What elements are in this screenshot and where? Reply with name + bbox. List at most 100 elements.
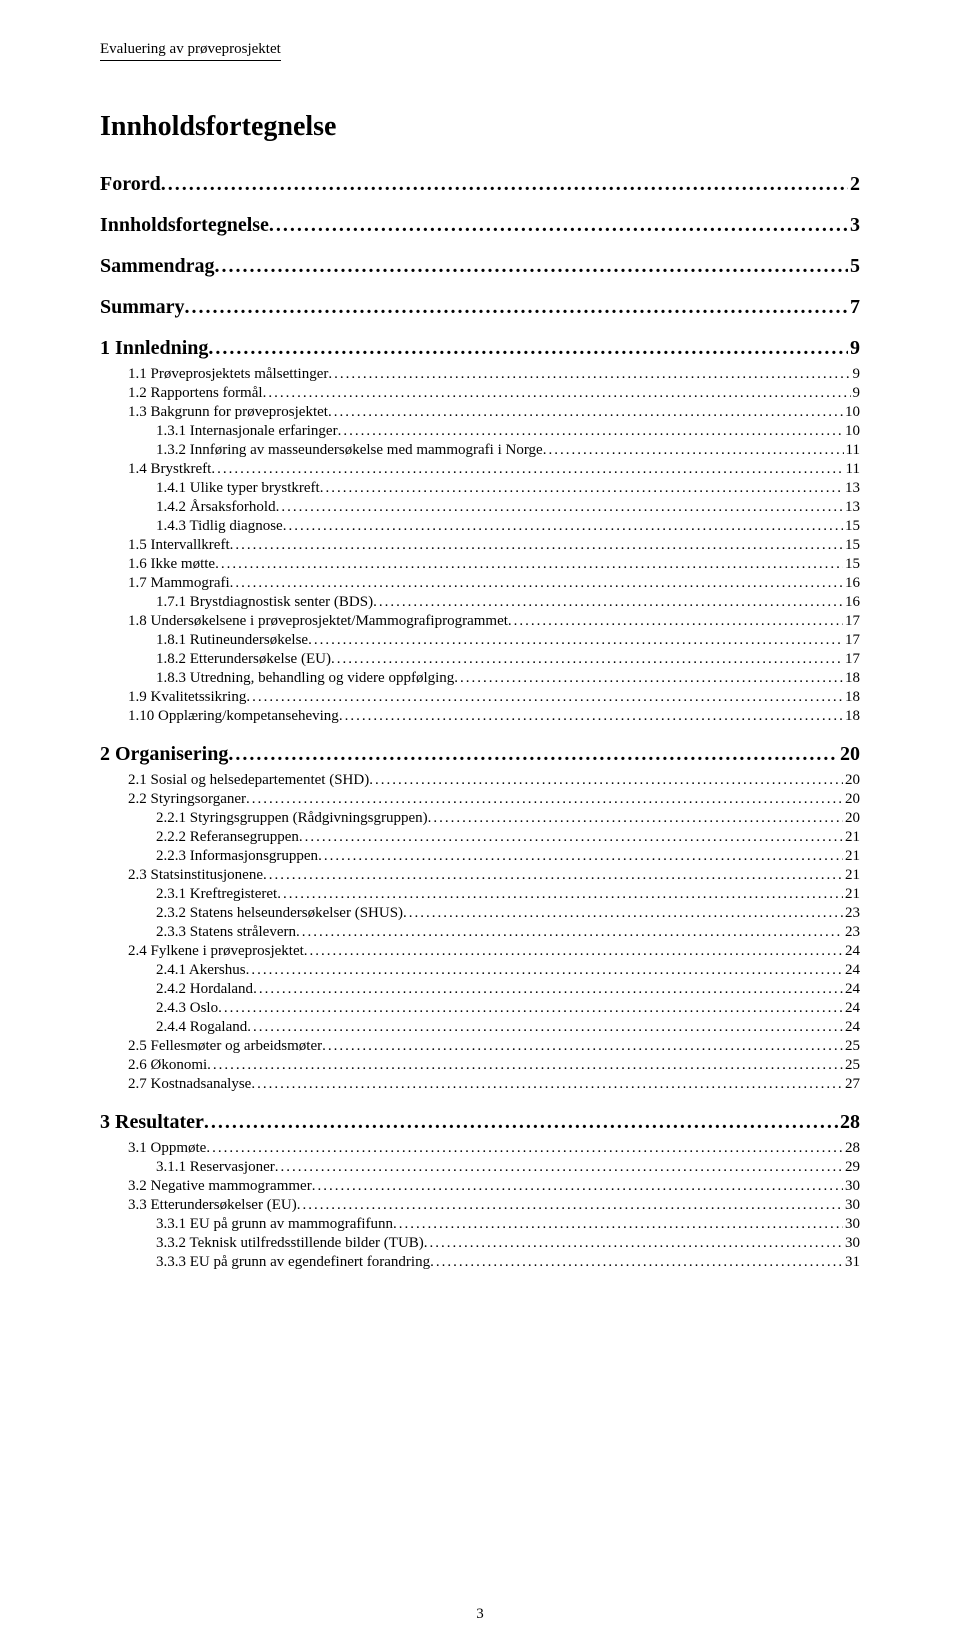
toc-entry-page: 17 [843,613,860,630]
toc-entry-page: 24 [843,1019,860,1036]
toc-leader [424,1235,843,1252]
toc-entry-page: 3 [848,214,860,237]
toc-entry-label: 3.3.1 EU på grunn av mammografifunn [156,1216,393,1233]
toc-leader [322,1038,843,1055]
toc-leader [428,810,843,827]
toc-entry: 2.3.3 Statens strålevern23 [100,924,860,941]
toc-entry-page: 18 [843,670,860,687]
toc-entry: 2.2 Styringsorganer20 [100,791,860,808]
document-page: Evaluering av prøveprosjektet Innholdsfo… [0,0,960,1643]
toc-leader [275,1159,843,1176]
toc-entry: 3 Resultater28 [100,1111,860,1134]
toc-entry-page: 18 [843,708,860,725]
toc-entry: Summary7 [100,296,860,319]
toc-entry: 1.4.1 Ulike typer brystkreft13 [100,480,860,497]
toc-leader [215,556,843,573]
toc-leader [230,537,843,554]
toc-leader [312,1178,843,1195]
toc-entry-page: 28 [843,1140,860,1157]
toc-leader [296,924,843,941]
toc-entry: 1.8.2 Etterundersøkelse (EU)17 [100,651,860,668]
toc-leader [320,480,843,497]
toc-entry-page: 30 [843,1197,860,1214]
toc-entry-label: 1.6 Ikke møtte [128,556,215,573]
toc-entry: 1.4.3 Tidlig diagnose 15 [100,518,860,535]
toc-entry-label: 1.3.2 Innføring av masseundersøkelse med… [156,442,543,459]
toc-leader [297,1197,843,1214]
toc-leader [228,743,838,766]
toc-leader [430,1254,843,1271]
toc-leader [263,385,851,402]
toc-entry-label: Innholdsfortegnelse [100,214,269,237]
toc-entry-label: 1.1 Prøveprosjektets målsettinger [128,366,328,383]
toc-entry-label: 2.6 Økonomi [128,1057,207,1074]
toc-entry: 2.5 Fellesmøter og arbeidsmøter25 [100,1038,860,1055]
toc-entry-page: 23 [843,905,860,922]
toc-entry-page: 18 [843,689,860,706]
toc-entry-label: 2.3.2 Statens helseundersøkelser (SHUS) [156,905,403,922]
toc-entry: 1.9 Kvalitetssikring18 [100,689,860,706]
toc-entry: 1.3.1 Internasjonale erfaringer10 [100,423,860,440]
toc-leader [207,1057,843,1074]
toc-entry-page: 9 [851,385,861,402]
toc-leader [318,848,843,865]
toc-leader [269,214,848,237]
toc-entry-label: 2.4.1 Akershus [156,962,246,979]
toc-leader [253,981,843,998]
toc-entry-page: 27 [843,1076,860,1093]
toc-entry: 1.6 Ikke møtte 15 [100,556,860,573]
toc-leader [308,632,843,649]
toc-entry-page: 20 [838,743,860,766]
toc-leader [208,337,848,360]
toc-entry-label: 2.1 Sosial og helsedepartementet (SHD) [128,772,369,789]
toc-entry: Sammendrag5 [100,255,860,278]
running-header: Evaluering av prøveprosjektet [100,41,281,61]
toc-entry-label: 2.3 Statsinstitusjonene [128,867,263,884]
toc-leader [543,442,844,459]
toc-leader [277,886,843,903]
toc-entry: 2.1 Sosial og helsedepartementet (SHD)20 [100,772,860,789]
toc-leader [206,1140,843,1157]
toc-entry-page: 9 [848,337,860,360]
toc-leader [299,829,843,846]
toc-entry: 2.2.3 Informasjonsgruppen21 [100,848,860,865]
toc-entry-page: 21 [843,867,860,884]
toc-entry-page: 11 [844,442,860,459]
toc-entry: 3.1.1 Reservasjoner29 [100,1159,860,1176]
toc-entry-label: 1 Innledning [100,337,208,360]
toc-leader [338,423,843,440]
toc-entry-label: 2.5 Fellesmøter og arbeidsmøter [128,1038,322,1055]
toc-entry-label: 3 Resultater [100,1111,204,1134]
toc-entry: 1.10 Opplæring/kompetanseheving18 [100,708,860,725]
footer-page-number: 3 [0,1606,960,1623]
toc-entry-label: 1.4.1 Ulike typer brystkreft [156,480,320,497]
toc-leader [283,518,843,535]
toc-entry-page: 30 [843,1216,860,1233]
toc-entry-page: 20 [843,810,860,827]
toc-entry-page: 16 [843,575,860,592]
toc-entry-page: 24 [843,962,860,979]
toc-entry-label: 3.1 Oppmøte [128,1140,206,1157]
toc-entry-label: 2.2.3 Informasjonsgruppen [156,848,318,865]
toc-entry: 1.8 Undersøkelsene i prøveprosjektet/Mam… [100,613,860,630]
toc-leader [304,943,843,960]
toc-entry-page: 13 [843,499,860,516]
toc-entry: 2.7 Kostnadsanalyse 27 [100,1076,860,1093]
toc-entry-page: 25 [843,1057,860,1074]
toc-entry: 2.3 Statsinstitusjonene 21 [100,867,860,884]
toc-entry-page: 17 [843,651,860,668]
toc-leader [328,366,850,383]
toc-entry-label: 1.4.3 Tidlig diagnose [156,518,283,535]
toc-leader [211,461,843,478]
toc-entry-page: 15 [843,518,860,535]
toc-entry-label: Sammendrag [100,255,214,278]
toc-leader [339,708,843,725]
toc-leader [230,575,843,592]
toc-entry-label: 2.7 Kostnadsanalyse [128,1076,251,1093]
toc-entry: 1.3 Bakgrunn for prøveprosjektet10 [100,404,860,421]
toc-entry-page: 24 [843,981,860,998]
toc-entry-page: 24 [843,1000,860,1017]
toc-entry-page: 15 [843,556,860,573]
toc-entry-label: 2.3.1 Kreftregisteret [156,886,277,903]
toc-leader [373,594,843,611]
